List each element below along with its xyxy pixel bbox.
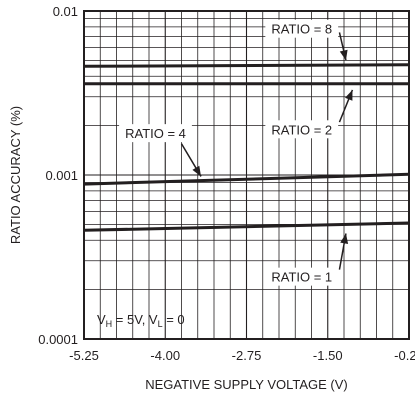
ratio-label-3: RATIO = 4 [125,126,186,141]
arrowhead [340,233,349,245]
x-tick-label: -2.75 [232,348,262,363]
x-axis-title: NEGATIVE SUPPLY VOLTAGE (V) [145,377,348,392]
annotations: RATIO = 8 RATIO = 2 RATIO = 4 RATIO = 1 [119,19,354,286]
tick-labels: -5.25 -4.00 -2.75 -1.50 -0.25 0.0001 0.001 0.01 [38,4,415,363]
ratio-label-backing [265,120,339,139]
plot-frame [83,10,410,340]
ratio-label-4: RATIO = 1 [271,270,332,285]
x-tick-label: -0.25 [394,348,415,363]
y-tick-label: 0.001 [45,168,78,183]
data-series [83,63,410,232]
ratio-label-backing [119,124,192,143]
condition-text: = 5V, V [112,312,158,327]
series-line-1 [83,63,410,68]
arrowhead [344,89,353,101]
condition-subscript: H [106,319,113,329]
condition-text: = 0 [163,312,185,327]
series-line-3 [83,172,410,186]
ratio-label-backing [265,267,339,286]
condition-subscript: L [158,319,163,329]
x-tick-label: -4.00 [150,348,180,363]
y-axis-title: RATIO ACCURACY (%) [8,106,23,244]
x-tick-label: -5.25 [69,348,99,363]
y-tick-label: 0.01 [53,4,78,19]
condition-text: V [97,312,106,327]
ratio-label-2: RATIO = 2 [271,122,332,137]
x-tick-label: -1.50 [313,348,343,363]
condition-label: VH = 5V, VL = 0 [97,312,185,329]
ratio-label-backing [265,19,339,38]
arrowhead [339,49,348,61]
arrowhead [192,165,201,177]
y-tick-label: 0.0001 [38,332,78,347]
series-line-4 [83,221,410,232]
ratio-label-1: RATIO = 8 [271,22,332,37]
